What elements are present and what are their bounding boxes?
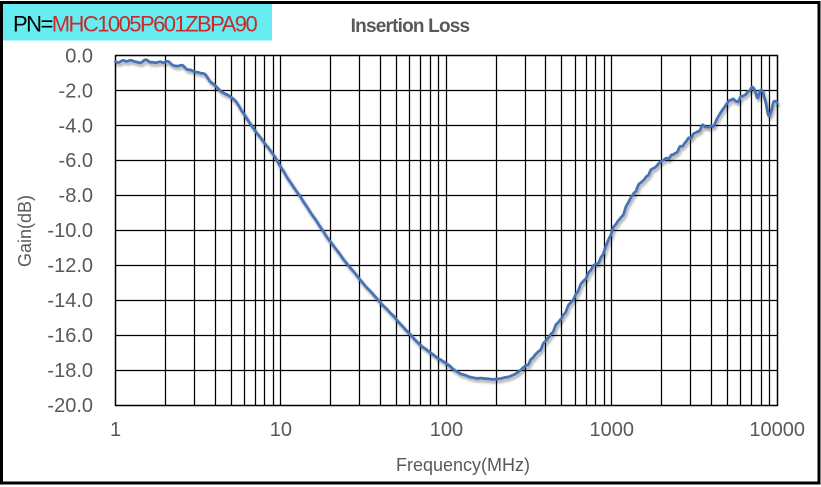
svg-text:Insertion Loss: Insertion Loss xyxy=(351,16,470,37)
svg-text:-12.0: -12.0 xyxy=(47,255,93,277)
svg-text:-14.0: -14.0 xyxy=(47,290,93,312)
svg-text:10: 10 xyxy=(270,419,292,441)
svg-text:-18.0: -18.0 xyxy=(47,360,93,382)
svg-text:-4.0: -4.0 xyxy=(59,115,93,137)
svg-text:Gain(dB): Gain(dB) xyxy=(15,195,35,267)
svg-text:-16.0: -16.0 xyxy=(47,325,93,347)
svg-text:0.0: 0.0 xyxy=(65,45,93,67)
svg-text:1: 1 xyxy=(110,419,121,441)
svg-text:PN=MHC1005P601ZBPA90: PN=MHC1005P601ZBPA90 xyxy=(13,11,257,36)
svg-text:-10.0: -10.0 xyxy=(47,220,93,242)
svg-text:-2.0: -2.0 xyxy=(59,80,93,102)
svg-text:1000: 1000 xyxy=(590,419,635,441)
svg-text:-8.0: -8.0 xyxy=(59,185,93,207)
svg-text:-6.0: -6.0 xyxy=(59,150,93,172)
svg-text:-20.0: -20.0 xyxy=(47,395,93,417)
svg-text:10000: 10000 xyxy=(749,419,805,441)
svg-text:Frequency(MHz): Frequency(MHz) xyxy=(396,455,530,475)
svg-text:100: 100 xyxy=(430,419,463,441)
